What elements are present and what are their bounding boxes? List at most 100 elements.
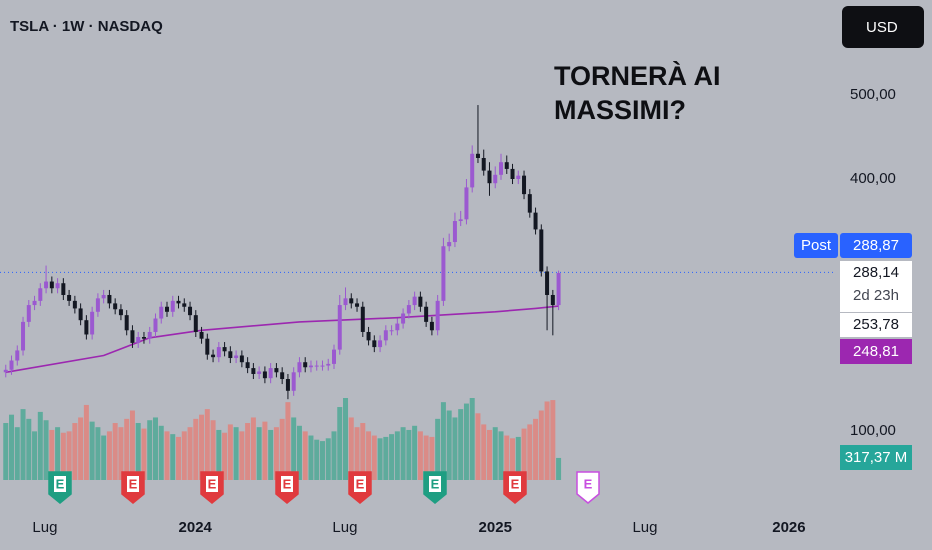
candle-body <box>193 315 198 332</box>
volume-bar <box>193 418 199 480</box>
candle-body <box>303 362 308 368</box>
earnings-label: E <box>356 476 365 491</box>
volume-bar <box>262 421 268 480</box>
volume-bar <box>521 428 527 480</box>
volume-bar <box>170 434 176 480</box>
volume-bar <box>383 436 389 480</box>
volume-bar <box>486 429 492 480</box>
volume-bar <box>101 435 107 480</box>
candle-body <box>424 306 429 322</box>
candle-body <box>15 350 20 361</box>
candle-body <box>141 337 146 339</box>
candle-body <box>452 221 457 243</box>
ma-box <box>840 339 912 364</box>
candle-body <box>211 354 216 358</box>
earnings-inner <box>54 476 66 492</box>
candle-body <box>199 331 204 339</box>
volume-bar <box>43 420 49 480</box>
candle-body <box>95 298 100 312</box>
candle-body <box>320 365 325 367</box>
post-tag: Post <box>801 237 832 254</box>
earnings-inner <box>429 476 441 492</box>
volume-bar <box>279 418 285 480</box>
volume-bar <box>527 424 533 480</box>
volume-bar <box>360 423 366 480</box>
volume-bar <box>458 409 464 480</box>
volume-bar <box>533 418 539 480</box>
candle-body <box>21 321 26 351</box>
candle-body <box>32 300 37 306</box>
volume-bar <box>216 429 222 480</box>
prev-label: 253,78 <box>853 316 899 333</box>
candle-body <box>245 362 250 369</box>
candle-body <box>441 246 446 301</box>
candle-body <box>464 187 469 220</box>
prev-box <box>840 313 912 337</box>
currency-button[interactable] <box>842 6 924 48</box>
candle-body <box>78 308 83 321</box>
candle-body <box>360 306 365 332</box>
volume-bar <box>498 431 504 480</box>
candle-body <box>435 300 440 331</box>
volume-bar <box>83 404 89 480</box>
volume-bar <box>366 431 372 480</box>
candle-body <box>429 321 434 331</box>
candle-body <box>326 363 331 366</box>
volume-bar <box>250 417 256 480</box>
volume-bar <box>112 423 118 480</box>
x-tick-label: Lug <box>332 519 357 536</box>
candle-body <box>113 303 118 310</box>
volume-bar <box>14 427 20 480</box>
candle-body <box>470 153 475 188</box>
volume-bar <box>60 432 66 480</box>
volume-bar <box>302 431 308 480</box>
volume-bar <box>20 409 26 480</box>
volume-bar <box>245 423 251 480</box>
volume-bar <box>32 431 38 480</box>
volume-bar <box>319 441 325 480</box>
currency-label[interactable]: USD <box>866 19 898 36</box>
last-price-box <box>840 233 912 258</box>
volume-bar <box>371 435 377 480</box>
candle-body <box>522 175 527 195</box>
volume-bar <box>222 432 228 480</box>
candle-body <box>26 305 31 322</box>
candle-body <box>366 331 371 341</box>
volume-bar <box>176 436 182 480</box>
volume-bar <box>135 423 141 480</box>
volume-bar <box>26 418 32 480</box>
volume-bar <box>325 438 331 480</box>
volume-bar <box>337 407 343 480</box>
candle-body <box>147 331 152 339</box>
volume-bar <box>435 418 441 480</box>
candle-body <box>38 288 43 301</box>
volume-bar <box>227 424 233 480</box>
candle-body <box>545 271 550 295</box>
candle-body <box>222 347 227 352</box>
volume-bar <box>106 431 112 480</box>
candle-body <box>504 162 509 169</box>
x-tick-label: Lug <box>32 519 57 536</box>
candle-body <box>493 174 498 184</box>
candle-body <box>124 315 129 331</box>
candle-body <box>343 298 348 306</box>
volume-bar <box>141 428 147 480</box>
candle-body <box>516 175 521 180</box>
candle-body <box>257 371 262 374</box>
candle-body <box>458 219 463 222</box>
volume-bar <box>463 403 469 480</box>
candle-body <box>176 300 181 304</box>
y-tick-label: 500,00 <box>850 86 896 103</box>
volume-bar <box>66 431 72 480</box>
volume-bar <box>9 414 15 480</box>
volume-bar <box>49 429 55 480</box>
candle-body <box>228 351 233 359</box>
candle-body <box>136 337 141 343</box>
candle-body <box>101 294 106 299</box>
volume-bar <box>348 417 354 480</box>
annotation: TORNERÀ AI <box>554 60 721 91</box>
volume-bar <box>331 431 337 480</box>
candle-body <box>44 281 49 289</box>
earnings-marker[interactable] <box>576 471 600 504</box>
candle-body <box>107 294 112 304</box>
